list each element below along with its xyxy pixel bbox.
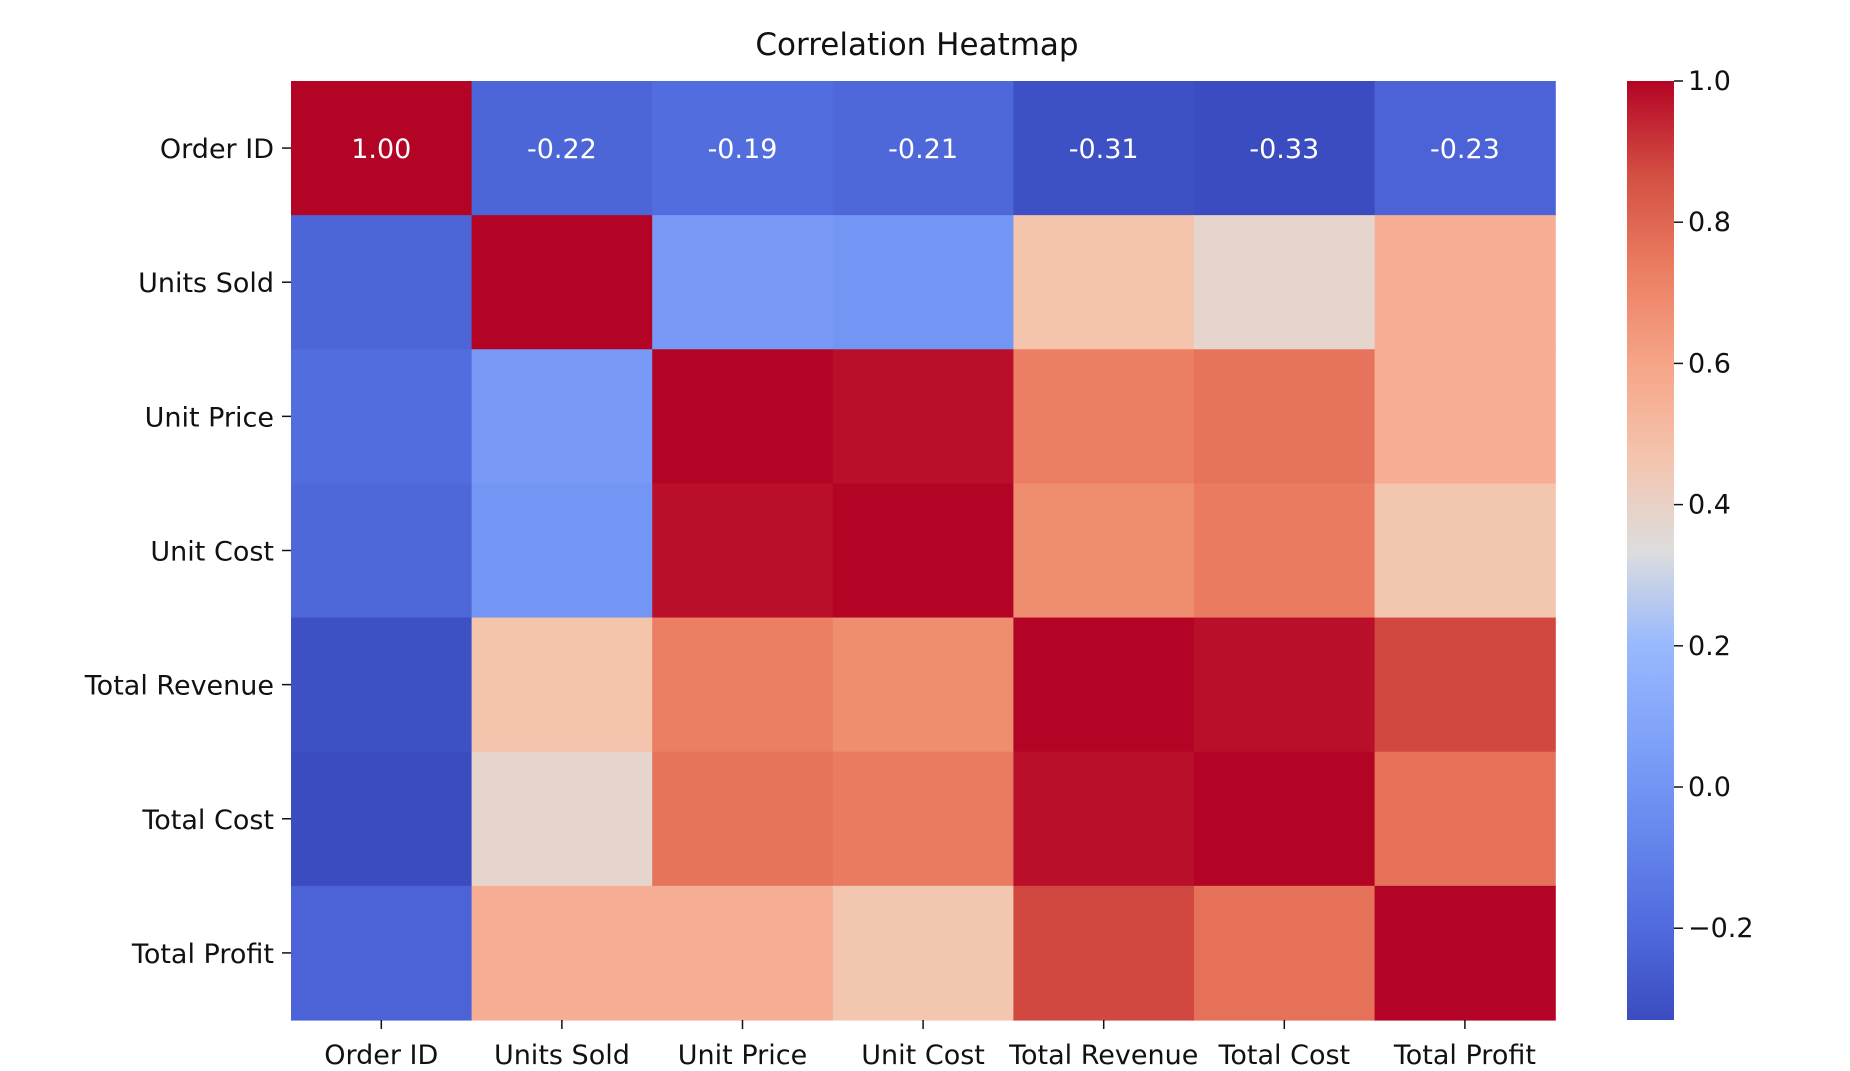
cell-annotations: 1.00 -0.22 -0.19 -0.21 -0.31 -0.33 -0.23 xyxy=(351,134,1500,165)
x-tick-label: Unit Price xyxy=(678,1040,807,1066)
y-tick-label: Order ID xyxy=(160,134,274,165)
heatmap-cell-r2-c6 xyxy=(1374,349,1556,485)
heatmap-cell-r5-c2 xyxy=(652,751,834,887)
heatmap-cell-r3-c0 xyxy=(291,483,473,619)
colorbar-tick-label: 0.6 xyxy=(1688,348,1731,379)
x-tick-label: Total Profit xyxy=(1393,1040,1536,1066)
heatmap-cell-r3-c3 xyxy=(832,483,1014,619)
heatmap-cell-r6-c3 xyxy=(832,885,1014,1021)
heatmap-cell-r4-c4 xyxy=(1013,617,1195,753)
colorbar-tick-label: 0.8 xyxy=(1688,207,1731,238)
heatmap-cell-r6-c6 xyxy=(1374,885,1556,1021)
cell-annotation: -0.19 xyxy=(708,134,778,165)
heatmap-cell-r4-c0 xyxy=(291,617,473,753)
y-tick-label: Unit Cost xyxy=(150,536,274,567)
heatmap-cell-r1-c2 xyxy=(652,215,834,350)
heatmap-cell-r6-c4 xyxy=(1013,885,1195,1021)
heatmap-cell-r1-c1 xyxy=(471,215,653,350)
y-tick-label: Total Profit xyxy=(131,939,274,970)
cell-annotation: -0.33 xyxy=(1249,134,1319,165)
heatmap-cell-r0-c2 xyxy=(652,81,834,216)
heatmap-cell-r0-c3 xyxy=(832,81,1014,216)
y-tick-label: Units Sold xyxy=(138,268,274,299)
x-tick-label: Order ID xyxy=(324,1040,438,1066)
heatmap-cell-r5-c4 xyxy=(1013,751,1195,887)
x-tick-label: Total Cost xyxy=(1217,1040,1350,1066)
heatmap-cell-r1-c3 xyxy=(832,215,1014,350)
y-axis: Order ID Units Sold Unit Price Unit Cost Tot… xyxy=(84,134,291,970)
heatmap-cell-r0-c0 xyxy=(291,81,473,216)
heatmap-cell-r1-c5 xyxy=(1194,215,1376,350)
heatmap-cell-r3-c4 xyxy=(1013,483,1195,619)
heatmap-cell-r5-c1 xyxy=(471,751,653,887)
cell-annotation: -0.23 xyxy=(1430,134,1500,165)
heatmap-cell-r2-c5 xyxy=(1194,349,1376,485)
colorbar-tick-label: 0.0 xyxy=(1688,772,1731,803)
heatmap-cell-r0-c5 xyxy=(1194,81,1376,216)
x-tick-label: Total Revenue xyxy=(1008,1040,1198,1066)
heatmap-cell-r4-c6 xyxy=(1374,617,1556,753)
heatmap-cell-r6-c0 xyxy=(291,885,473,1021)
cell-annotation: -0.22 xyxy=(527,134,597,165)
x-axis: Order ID Units Sold Unit Price Unit Cost Tot… xyxy=(324,1019,1536,1071)
heatmap-cell-r6-c1 xyxy=(471,885,653,1021)
y-tick-label: Total Cost xyxy=(141,805,274,836)
heatmap-cell-r5-c0 xyxy=(291,751,473,887)
cell-annotation: 1.00 xyxy=(351,134,411,165)
heatmap-cell-r2-c1 xyxy=(471,349,653,485)
heatmap-cell-r2-c3 xyxy=(832,349,1014,485)
heatmap-cell-r3-c2 xyxy=(652,483,834,619)
colorbar-gradient xyxy=(1627,81,1674,1020)
colorbar-tick-label: 1.0 xyxy=(1688,66,1731,97)
heatmap-cell-r0-c4 xyxy=(1013,81,1195,216)
heatmap-cell-r3-c5 xyxy=(1194,483,1376,619)
heatmap-cell-r2-c2 xyxy=(652,349,834,485)
cell-annotation: -0.31 xyxy=(1069,134,1139,165)
heatmap-cell-r6-c5 xyxy=(1194,885,1376,1021)
heatmap-cell-r6-c2 xyxy=(652,885,834,1021)
cell-annotation: -0.21 xyxy=(888,134,958,165)
heatmap-cell-r3-c1 xyxy=(471,483,653,619)
colorbar: 1.0 0.8 0.6 0.4 0.2 0.0 −0.2 xyxy=(1627,66,1754,1020)
heatmap-cell-r4-c2 xyxy=(652,617,834,753)
heatmap-cell-r5-c3 xyxy=(832,751,1014,887)
x-tick-label: Units Sold xyxy=(494,1040,630,1066)
heatmap-cell-r5-c5 xyxy=(1194,751,1376,887)
heatmap-cell-r0-c1 xyxy=(471,81,653,216)
colorbar-tick-label: 0.4 xyxy=(1688,490,1731,521)
heatmap-cell-r3-c6 xyxy=(1374,483,1556,619)
heatmap-cell-r4-c5 xyxy=(1194,617,1376,753)
heatmap-cell-r5-c6 xyxy=(1374,751,1556,887)
colorbar-tick-label: 0.2 xyxy=(1688,631,1731,662)
heatmap-cell-r0-c6 xyxy=(1374,81,1556,216)
heatmap-cell-r1-c0 xyxy=(291,215,473,350)
heatmap-cell-r1-c4 xyxy=(1013,215,1195,350)
x-tick-label: Unit Cost xyxy=(861,1040,985,1066)
heatmap-cell-r4-c3 xyxy=(832,617,1014,753)
heatmap-cell-r1-c6 xyxy=(1374,215,1556,350)
y-tick-label: Total Revenue xyxy=(84,671,274,702)
heatmap-cell-r4-c1 xyxy=(471,617,653,753)
heatmap-cell-r2-c4 xyxy=(1013,349,1195,485)
heatmap-cell-r2-c0 xyxy=(291,349,473,485)
y-tick-label: Unit Price xyxy=(145,402,274,433)
heatmap-cells xyxy=(291,81,1556,1021)
colorbar-tick-label: −0.2 xyxy=(1688,913,1754,944)
chart-title: Correlation Heatmap xyxy=(755,27,1078,63)
